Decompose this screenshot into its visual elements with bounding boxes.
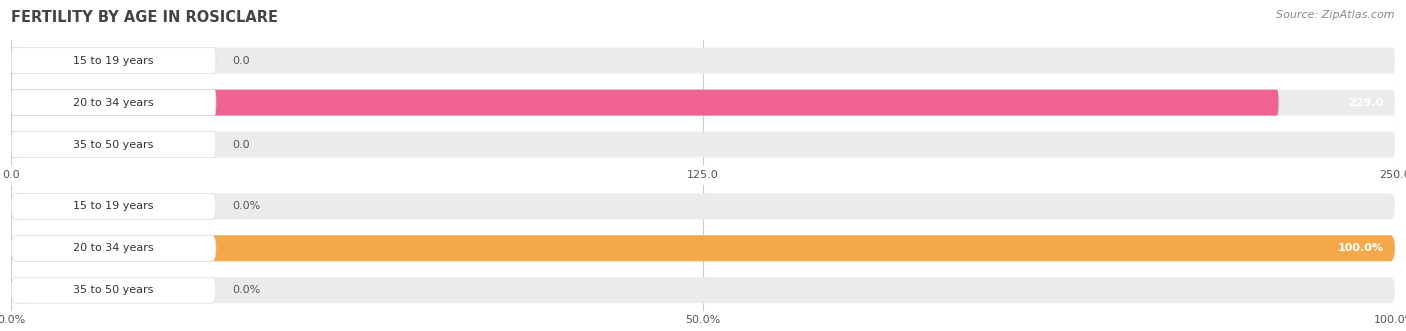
FancyBboxPatch shape <box>11 131 18 158</box>
FancyBboxPatch shape <box>11 193 217 219</box>
Text: 35 to 50 years: 35 to 50 years <box>73 285 153 295</box>
Text: 20 to 34 years: 20 to 34 years <box>73 98 153 108</box>
Text: 15 to 19 years: 15 to 19 years <box>73 201 153 211</box>
FancyBboxPatch shape <box>11 193 1395 219</box>
FancyBboxPatch shape <box>11 235 1395 261</box>
Text: 35 to 50 years: 35 to 50 years <box>73 140 153 150</box>
FancyBboxPatch shape <box>11 90 1278 116</box>
FancyBboxPatch shape <box>11 277 30 303</box>
Text: FERTILITY BY AGE IN ROSICLARE: FERTILITY BY AGE IN ROSICLARE <box>11 10 278 25</box>
Text: Source: ZipAtlas.com: Source: ZipAtlas.com <box>1277 10 1395 20</box>
FancyBboxPatch shape <box>11 131 1395 158</box>
Text: 0.0%: 0.0% <box>232 201 262 211</box>
FancyBboxPatch shape <box>11 48 18 74</box>
FancyBboxPatch shape <box>11 48 217 74</box>
Text: 229.0: 229.0 <box>1348 98 1384 108</box>
Text: 0.0: 0.0 <box>232 140 250 150</box>
FancyBboxPatch shape <box>11 193 30 219</box>
FancyBboxPatch shape <box>11 235 217 261</box>
FancyBboxPatch shape <box>11 90 1395 116</box>
Text: 15 to 19 years: 15 to 19 years <box>73 56 153 66</box>
FancyBboxPatch shape <box>11 48 1395 74</box>
Text: 100.0%: 100.0% <box>1337 243 1384 253</box>
FancyBboxPatch shape <box>11 277 1395 303</box>
FancyBboxPatch shape <box>11 277 217 303</box>
Text: 20 to 34 years: 20 to 34 years <box>73 243 153 253</box>
Text: 0.0%: 0.0% <box>232 285 262 295</box>
FancyBboxPatch shape <box>11 90 217 116</box>
Text: 0.0: 0.0 <box>232 56 250 66</box>
FancyBboxPatch shape <box>11 235 1395 261</box>
FancyBboxPatch shape <box>11 131 217 158</box>
